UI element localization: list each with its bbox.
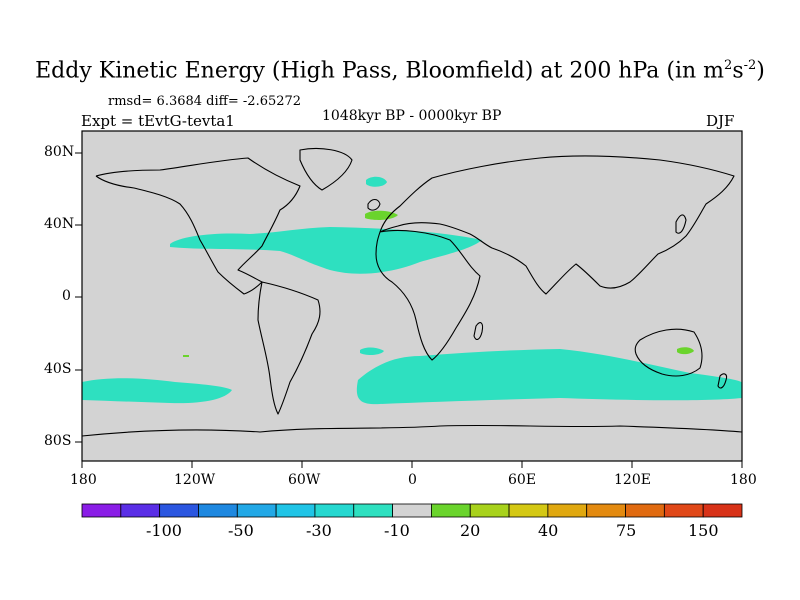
- madagascar-coast: [473, 322, 484, 341]
- lon-label: 60E: [508, 472, 537, 488]
- experiment-label: Expt = tEvtG-tevta1: [81, 112, 235, 130]
- africa-coast: [375, 229, 481, 361]
- colorbar-swatch: [625, 503, 665, 518]
- positive-anomaly-regions: [183, 210, 694, 357]
- lon-label: 120W: [174, 472, 216, 488]
- colorbar-swatch: [275, 503, 316, 518]
- colorbar-label: 75: [616, 521, 637, 540]
- south-atlantic-small-anomaly: [360, 347, 384, 356]
- south-america-coast: [257, 281, 321, 415]
- negative-anomaly-regions: [82, 176, 742, 405]
- colorbar-swatch: [702, 503, 743, 518]
- lon-label: 180: [730, 472, 757, 488]
- colorbar-swatch: [431, 503, 471, 518]
- season-label: DJF: [706, 112, 735, 130]
- colorbar-swatch: [120, 503, 161, 518]
- colorbar-label: -100: [146, 521, 182, 540]
- colorbar-swatch: [159, 503, 199, 518]
- uk-coast: [367, 198, 381, 211]
- colorbar-swatch: [586, 503, 626, 518]
- colorbar-swatch: [81, 503, 122, 518]
- new-zealand-coast: [717, 373, 728, 389]
- lon-label: 0: [408, 472, 417, 488]
- lon-label: 180: [70, 472, 97, 488]
- colorbar-swatch: [392, 503, 432, 518]
- lat-label: 80N: [44, 144, 75, 160]
- colorbar-swatch: [469, 503, 510, 518]
- southern-ocean-anomaly: [356, 349, 742, 405]
- europe-positive-anomaly: [365, 210, 398, 220]
- lon-label: 60W: [288, 472, 321, 488]
- coastlines: [81, 147, 743, 437]
- lon-label: 120E: [614, 472, 651, 488]
- south-pacific-anomaly: [82, 378, 232, 404]
- colorbar-label: -50: [228, 521, 254, 540]
- colorbar-swatch: [547, 503, 588, 518]
- colorbar-label: 40: [538, 521, 559, 540]
- colorbar-label: -10: [384, 521, 410, 540]
- australia-positive-anomaly: [677, 347, 694, 355]
- eurasia-coast: [379, 155, 735, 295]
- map-background: [82, 131, 742, 461]
- iceland-anomaly: [366, 176, 387, 187]
- stats-text: rmsd= 6.3684 diff= -2.65272: [108, 94, 302, 109]
- north-america-coast: [95, 157, 301, 295]
- colorbar-swatch: [353, 503, 393, 518]
- colorbar-swatch: [663, 503, 704, 518]
- lat-label: 40N: [44, 216, 75, 232]
- japan-coast: [675, 214, 687, 234]
- colorbar-swatch: [236, 503, 277, 518]
- north-atlantic-anomaly: [170, 227, 482, 274]
- small-positive-anomaly: [183, 355, 189, 357]
- colorbar-swatch: [508, 503, 549, 518]
- map-title: Eddy Kinetic Energy (High Pass, Bloomfie…: [35, 58, 765, 84]
- colorbar-swatch: [314, 503, 355, 518]
- colorbar: [81, 503, 743, 518]
- lat-label: 0: [62, 288, 71, 304]
- lat-label: 40S: [44, 361, 72, 377]
- colorbar-label: 20: [460, 521, 481, 540]
- antarctica-coast: [81, 424, 743, 437]
- australia-coast: [634, 328, 703, 377]
- colorbar-label: -30: [306, 521, 332, 540]
- colorbar-label: 150: [688, 521, 719, 540]
- greenland-coast: [299, 147, 353, 191]
- axis-ticks: [75, 152, 743, 468]
- lat-label: 80S: [44, 433, 72, 449]
- colorbar-swatch: [198, 503, 238, 518]
- period-label: 1048kyr BP - 0000kyr BP: [322, 108, 502, 124]
